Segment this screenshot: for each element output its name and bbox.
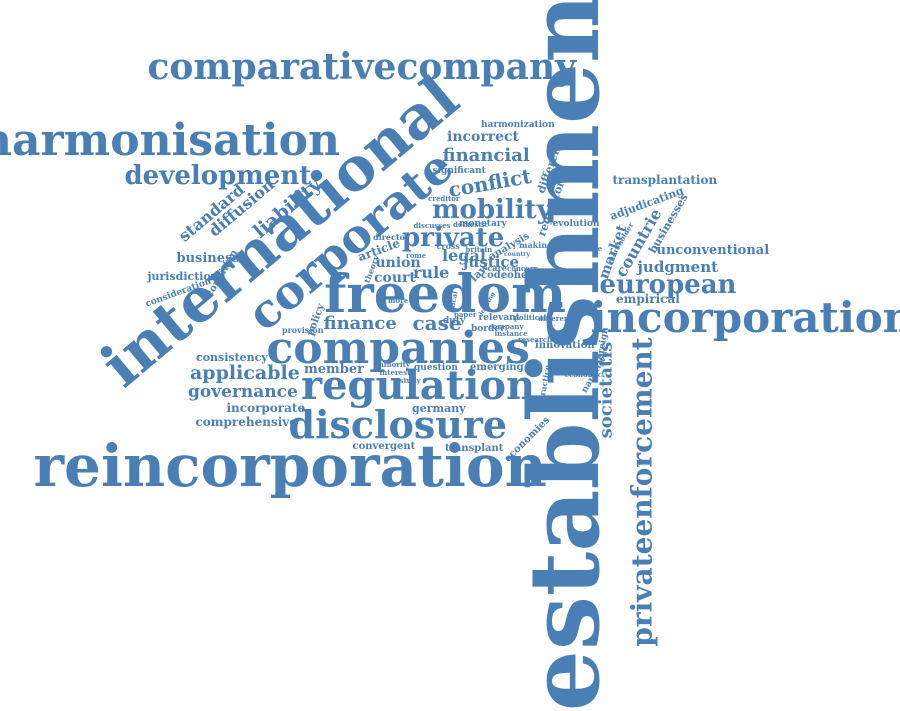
cloud-word: interest [380, 369, 411, 376]
cloud-word: harmonization [481, 121, 555, 130]
cloud-word: economic [565, 371, 602, 378]
cloud-word: judgment [638, 260, 719, 275]
cloud-word: more [388, 297, 408, 304]
cloud-word: political [514, 314, 546, 321]
cloud-word: minimum [547, 276, 585, 283]
cloud-word: governance [188, 384, 298, 401]
cloud-word: britain [466, 246, 493, 253]
cloud-word: consistency [196, 352, 268, 363]
cloud-word: incorrect [447, 130, 519, 144]
cloud-word: paper [454, 311, 476, 318]
cloud-word: transplant [445, 444, 503, 454]
cloud-word: privateenforcement [628, 337, 656, 646]
cloud-word: disclosure [289, 406, 508, 444]
cloud-word: local [448, 290, 458, 310]
cloud-word: court [374, 271, 416, 285]
cloud-word: question [414, 364, 458, 373]
cloud-word: making [519, 241, 553, 249]
cloud-word: financial [443, 147, 530, 165]
cloud-word: emerging [470, 363, 524, 373]
cloud-word: development [125, 163, 312, 189]
cloud-word: rome [406, 252, 426, 259]
cloud-word: evolution [553, 220, 600, 229]
cloud-word: minority [377, 361, 410, 368]
cloud-word: harmonisation [0, 119, 340, 163]
cloud-word: provision [282, 326, 324, 334]
cloud-word: discusses [414, 222, 451, 229]
cloud-word: germany [412, 403, 466, 414]
cloud-word: instance [495, 330, 528, 337]
cloud-word: convergent [353, 442, 416, 452]
cloud-word: unconventional [657, 244, 770, 257]
cloud-word: applicable [190, 364, 300, 383]
cloud-word: significant [433, 167, 486, 176]
cloud-word: member [304, 363, 364, 376]
cloud-word: finance [324, 315, 397, 333]
cloud-word: transplantation [613, 174, 718, 186]
cloud-word: comprehensive [196, 416, 297, 428]
cloud-word: incorporate [227, 402, 306, 414]
cloud-word: empirical [616, 293, 680, 305]
cloud-word: challenge [564, 245, 602, 252]
cloud-word: domestic [453, 221, 489, 228]
cloud-word: creditor [428, 195, 460, 202]
cloud-word: country [504, 252, 530, 258]
cloud-word: study [400, 377, 421, 384]
cloud-word: concern [507, 265, 539, 272]
cloud-word: director [373, 233, 409, 241]
cloud-word: cross [437, 242, 460, 250]
cloud-word: comparativecompany [148, 49, 577, 85]
